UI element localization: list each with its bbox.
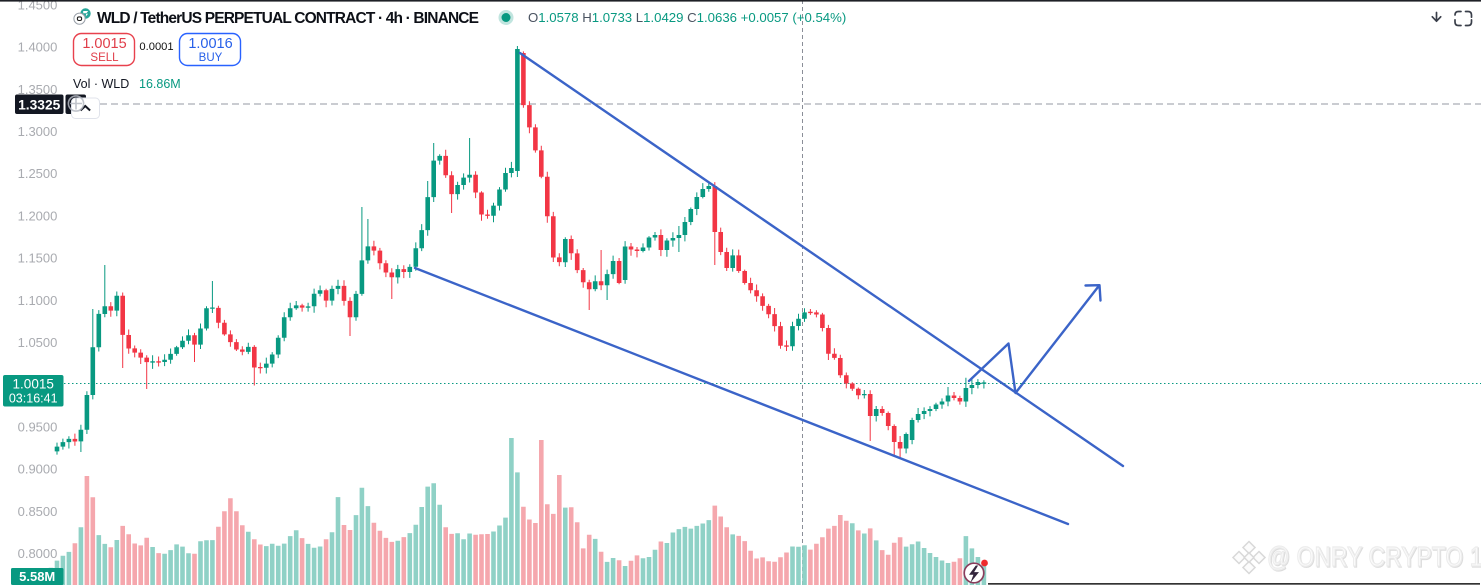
svg-text:1.0015: 1.0015	[82, 36, 126, 52]
svg-text:0.0001: 0.0001	[139, 41, 173, 53]
svg-text:1.1500: 1.1500	[18, 251, 58, 266]
svg-text:1.3325: 1.3325	[18, 98, 61, 113]
svg-text:@ ONRY CRYPTO 1: @ ONRY CRYPTO 1	[1268, 543, 1481, 574]
svg-text:0.9500: 0.9500	[18, 419, 58, 434]
svg-text:1.2000: 1.2000	[18, 208, 58, 223]
svg-text:1.2500: 1.2500	[18, 166, 58, 181]
svg-text:0.9000: 0.9000	[18, 462, 58, 477]
svg-text:1.3000: 1.3000	[18, 124, 58, 139]
svg-text:1.0015: 1.0015	[13, 377, 54, 392]
svg-text:0.8500: 0.8500	[18, 504, 58, 519]
svg-text:1.0500: 1.0500	[18, 335, 58, 350]
svg-text:16.86M: 16.86M	[139, 77, 181, 91]
svg-text:1.4000: 1.4000	[18, 40, 58, 55]
svg-text:SELL: SELL	[90, 52, 119, 64]
svg-text:5.58M: 5.58M	[19, 569, 55, 584]
svg-text:@ ONRY CRYPTO 1: @ ONRY CRYPTO 1	[1267, 542, 1481, 573]
svg-text:1.0016: 1.0016	[188, 36, 232, 52]
svg-text:03:16:41: 03:16:41	[9, 392, 58, 406]
svg-text:1.4500: 1.4500	[18, 0, 58, 12]
svg-text:1.1000: 1.1000	[18, 293, 58, 308]
svg-text:O1.0578 H1.0733 L1.0429 C1.063: O1.0578 H1.0733 L1.0429 C1.0636 +0.0057 …	[528, 10, 846, 25]
svg-text:BUY: BUY	[199, 52, 223, 64]
svg-text:WLD / TetherUS PERPETUAL CONTR: WLD / TetherUS PERPETUAL CONTRACT · 4h ·…	[97, 10, 479, 27]
svg-text:1.3500: 1.3500	[18, 82, 58, 97]
svg-text:0.8000: 0.8000	[18, 546, 58, 561]
svg-text:Vol · WLD: Vol · WLD	[73, 77, 129, 91]
